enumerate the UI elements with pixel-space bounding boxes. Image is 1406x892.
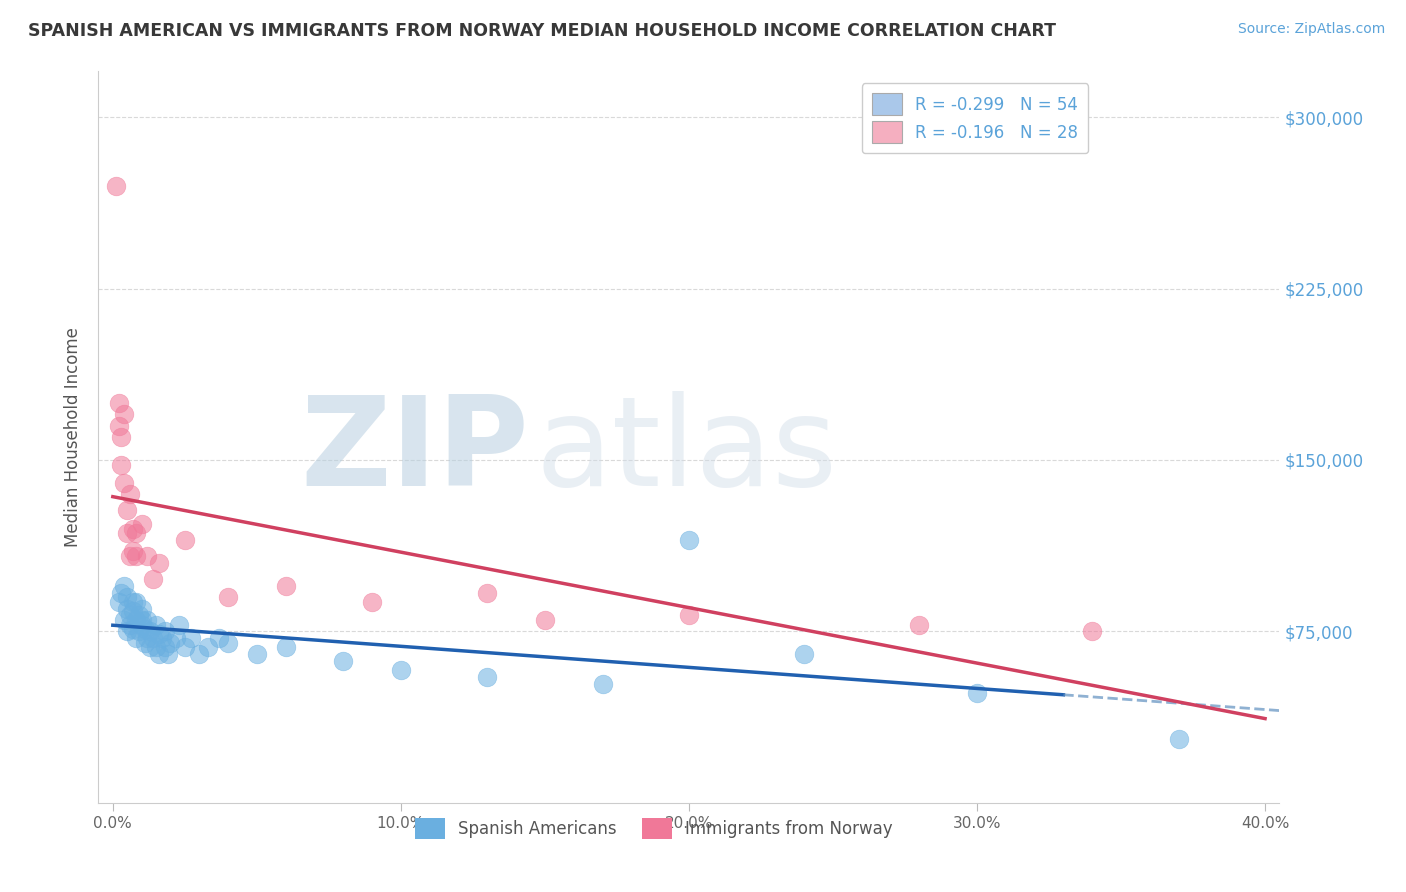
Point — [128, 624, 150, 639]
Point — [125, 632, 148, 646]
Point — [134, 636, 156, 650]
Point — [131, 617, 153, 632]
Point — [167, 617, 190, 632]
Point — [966, 686, 988, 700]
Point — [107, 396, 129, 410]
Point — [125, 594, 148, 608]
Point — [112, 579, 135, 593]
Point — [361, 594, 384, 608]
Point — [274, 579, 297, 593]
Legend: Spanish Americans, Immigrants from Norway: Spanish Americans, Immigrants from Norwa… — [408, 811, 898, 846]
Point — [165, 632, 187, 646]
Point — [142, 572, 165, 586]
Point — [120, 549, 142, 563]
Point — [1081, 624, 1104, 639]
Point — [246, 647, 269, 661]
Point — [142, 632, 165, 646]
Y-axis label: Median Household Income: Median Household Income — [65, 327, 83, 547]
Point — [1167, 731, 1189, 746]
Point — [110, 458, 132, 472]
Point — [477, 670, 499, 684]
Point — [148, 556, 170, 570]
Point — [120, 608, 142, 623]
Point — [180, 632, 202, 646]
Point — [534, 613, 557, 627]
Point — [110, 430, 132, 444]
Point — [159, 636, 181, 650]
Point — [136, 632, 159, 646]
Point — [125, 526, 148, 541]
Point — [131, 516, 153, 531]
Point — [122, 521, 145, 535]
Point — [188, 647, 211, 661]
Point — [208, 632, 231, 646]
Point — [122, 544, 145, 558]
Point — [104, 178, 127, 193]
Point — [332, 654, 354, 668]
Point — [678, 533, 700, 547]
Point — [125, 549, 148, 563]
Point — [153, 640, 176, 655]
Point — [139, 624, 162, 639]
Point — [122, 604, 145, 618]
Point — [110, 585, 132, 599]
Point — [120, 617, 142, 632]
Point — [122, 594, 145, 608]
Text: Source: ZipAtlas.com: Source: ZipAtlas.com — [1237, 22, 1385, 37]
Text: ZIP: ZIP — [301, 392, 530, 512]
Point — [156, 647, 179, 661]
Text: atlas: atlas — [536, 392, 838, 512]
Point — [136, 613, 159, 627]
Point — [477, 585, 499, 599]
Point — [793, 647, 815, 661]
Point — [150, 632, 173, 646]
Point — [115, 590, 138, 604]
Point — [115, 526, 138, 541]
Point — [112, 613, 135, 627]
Point — [115, 624, 138, 639]
Point — [197, 640, 219, 655]
Point — [115, 503, 138, 517]
Point — [122, 622, 145, 636]
Point — [145, 640, 167, 655]
Point — [145, 617, 167, 632]
Point — [153, 624, 176, 639]
Point — [112, 475, 135, 490]
Point — [112, 407, 135, 421]
Point — [125, 613, 148, 627]
Point — [128, 608, 150, 623]
Point — [217, 590, 239, 604]
Point — [908, 617, 931, 632]
Point — [139, 640, 162, 655]
Point — [107, 418, 129, 433]
Point — [592, 677, 614, 691]
Point — [274, 640, 297, 655]
Point — [173, 533, 195, 547]
Point — [115, 601, 138, 615]
Point — [148, 626, 170, 640]
Point — [678, 608, 700, 623]
Point — [148, 647, 170, 661]
Text: SPANISH AMERICAN VS IMMIGRANTS FROM NORWAY MEDIAN HOUSEHOLD INCOME CORRELATION C: SPANISH AMERICAN VS IMMIGRANTS FROM NORW… — [28, 22, 1056, 40]
Point — [107, 594, 129, 608]
Point — [134, 622, 156, 636]
Point — [389, 663, 412, 677]
Point — [217, 636, 239, 650]
Point — [131, 601, 153, 615]
Point — [131, 613, 153, 627]
Point — [120, 487, 142, 501]
Point — [136, 549, 159, 563]
Point — [173, 640, 195, 655]
